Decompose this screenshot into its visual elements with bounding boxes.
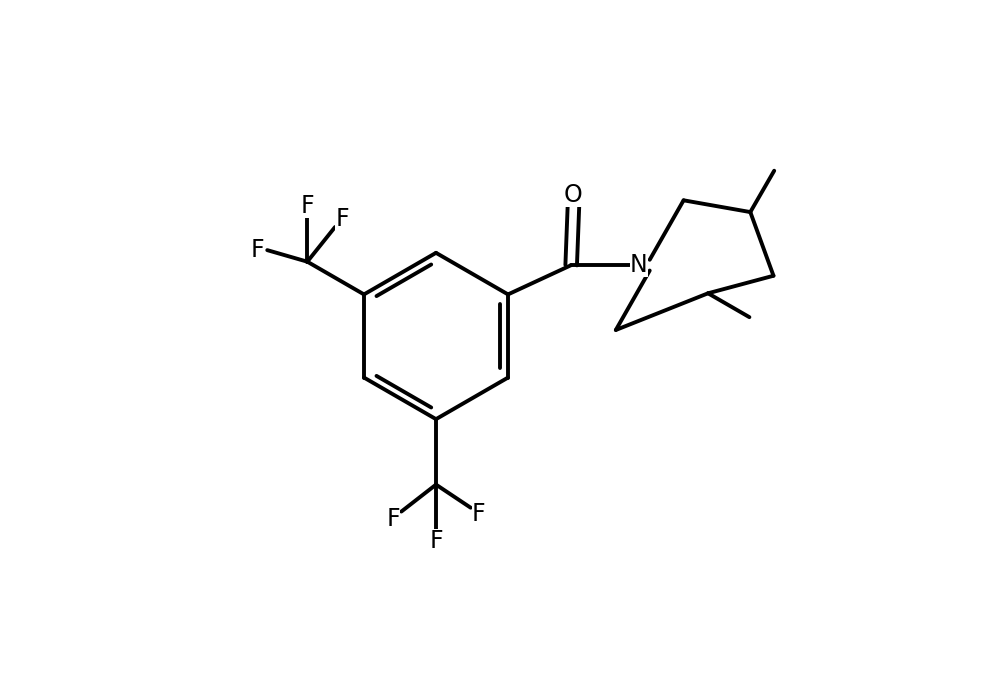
Text: F: F bbox=[428, 529, 442, 553]
Text: F: F bbox=[335, 208, 348, 231]
Text: F: F bbox=[386, 507, 400, 531]
Text: F: F bbox=[471, 502, 484, 526]
Text: F: F bbox=[300, 194, 314, 218]
Text: F: F bbox=[250, 238, 264, 262]
Text: N: N bbox=[630, 253, 647, 277]
Text: O: O bbox=[564, 183, 583, 207]
